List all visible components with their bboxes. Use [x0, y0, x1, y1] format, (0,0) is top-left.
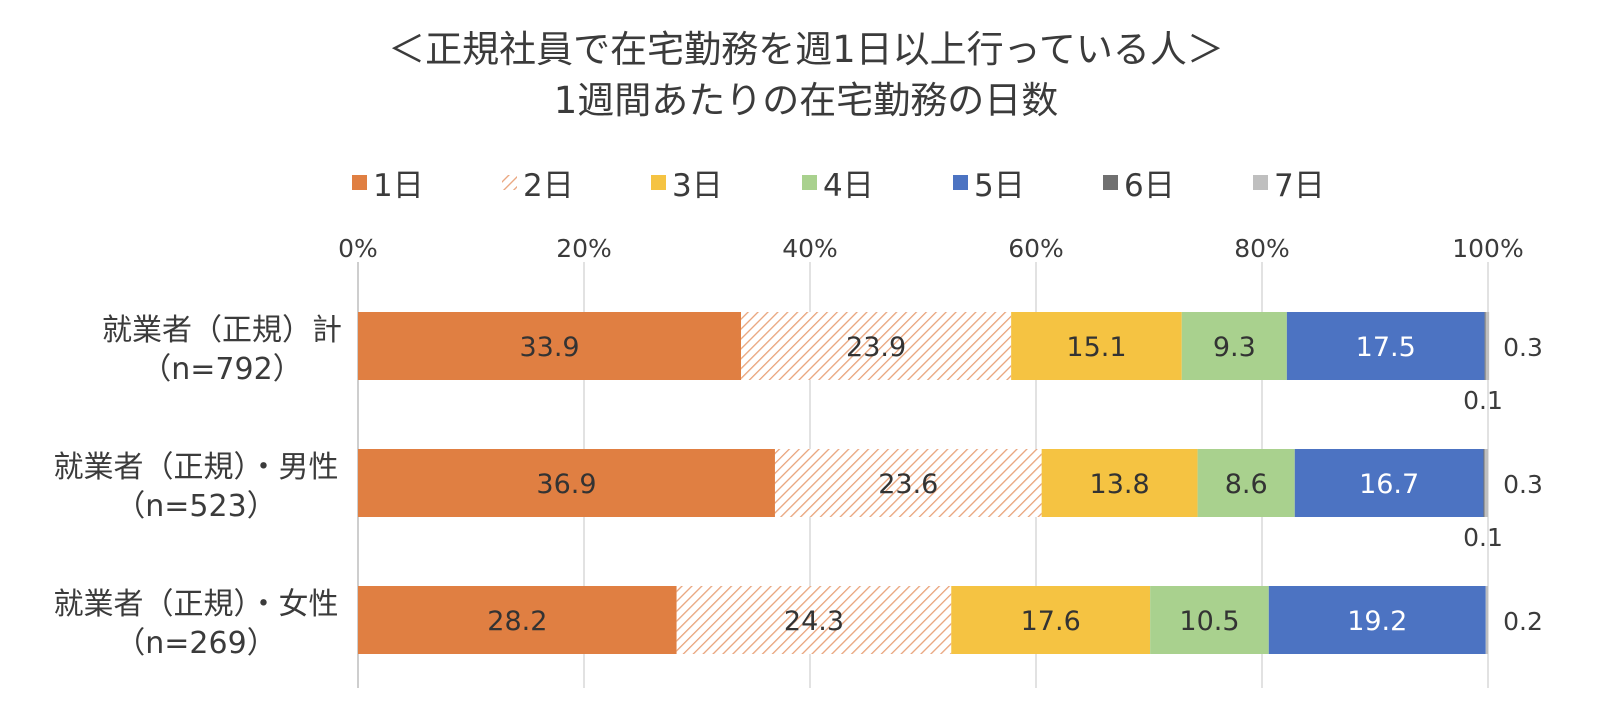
- category-label: 就業者（正規）・男性: [54, 450, 339, 485]
- bars: 33.9 23.9 15.1 9.3 17.5 0.30.136.9 23.6 13.8 8.6…: [358, 312, 1543, 654]
- bar-segment: [951, 586, 1151, 654]
- legend-label: 5日: [974, 168, 1025, 204]
- bar-segment: [1483, 449, 1485, 517]
- legend-label: 7日: [1274, 168, 1325, 204]
- bar-segment: [1197, 449, 1295, 517]
- x-tick-label: 20%: [556, 234, 612, 263]
- category-labels: 就業者（正規）計 （n=792） 就業者（正規）・男性 （n=523） 就業者（正規）・…: [54, 313, 343, 661]
- bar-segment: [1011, 312, 1182, 380]
- data-label: 23.6: [878, 469, 938, 500]
- bar-segment: [676, 586, 952, 654]
- data-label: 19.2: [1347, 606, 1407, 637]
- data-label: 17.6: [1021, 606, 1081, 637]
- data-label: 24.3: [784, 606, 844, 637]
- bar-segment: [741, 312, 1012, 380]
- data-label: 8.6: [1225, 469, 1268, 500]
- legend-swatch: [802, 175, 817, 190]
- data-label: 17.5: [1356, 332, 1416, 363]
- data-label: 33.9: [519, 332, 579, 363]
- chart-title: ＜正規社員で在宅勤務を週1日以上行っている人＞: [388, 28, 1224, 71]
- x-tick-label: 60%: [1008, 234, 1064, 263]
- bar-segment: [1041, 449, 1198, 517]
- bar-segment: [1181, 312, 1287, 380]
- x-tick-label: 0%: [338, 234, 378, 263]
- x-tick-label: 80%: [1234, 234, 1290, 263]
- legend-swatch: [1253, 175, 1268, 190]
- data-label: 28.2: [487, 606, 547, 637]
- bar-segment: [1294, 449, 1484, 517]
- legend-swatch: [953, 175, 968, 190]
- data-label: 16.7: [1359, 469, 1419, 500]
- legend-label: 6日: [1124, 168, 1175, 204]
- bar-segment: [1485, 312, 1490, 380]
- legend-label: 3日: [672, 168, 723, 204]
- category-label: 就業者（正規）計: [102, 313, 342, 348]
- legend-swatch: [651, 175, 666, 190]
- legend-swatch: [352, 175, 367, 190]
- legend-swatch: [502, 175, 517, 190]
- legend-label: 4日: [823, 168, 874, 204]
- bar-segment: [774, 449, 1042, 517]
- bar-segment: [1150, 586, 1269, 654]
- category-n-label: （n=523）: [115, 489, 276, 524]
- legend-swatch: [1103, 175, 1118, 190]
- data-label: 15.1: [1066, 332, 1126, 363]
- data-label-below: 0.1: [1463, 523, 1503, 552]
- bar-segment: [1485, 586, 1488, 654]
- bar-segment: [1268, 586, 1486, 654]
- data-label-below: 0.1: [1463, 386, 1503, 415]
- x-tick-label: 40%: [782, 234, 838, 263]
- bar-segment: [358, 312, 742, 380]
- bar-segment: [1484, 449, 1488, 517]
- legend: 1日 2日 3日 4日 5日 6日 7日: [352, 168, 1325, 204]
- bar-segment: [358, 449, 775, 517]
- data-label-outside: 0.3: [1503, 470, 1543, 499]
- data-label-outside: 0.3: [1503, 333, 1543, 362]
- data-label: 13.8: [1090, 469, 1150, 500]
- bar-segment: [1484, 312, 1486, 380]
- data-label: 9.3: [1213, 332, 1256, 363]
- data-label: 10.5: [1179, 606, 1239, 637]
- chart-subtitle: 1週間あたりの在宅勤務の日数: [554, 79, 1059, 122]
- data-label-outside: 0.2: [1503, 607, 1543, 636]
- data-label: 23.9: [846, 332, 906, 363]
- x-axis-ticks: 0% 20% 40% 60% 80% 100%: [338, 234, 1524, 263]
- bar-segment: [1286, 312, 1485, 380]
- x-tick-label: 100%: [1452, 234, 1523, 263]
- category-n-label: （n=792）: [141, 352, 302, 387]
- category-label: 就業者（正規）・女性: [54, 587, 339, 622]
- bar-segment: [358, 586, 677, 654]
- legend-label: 1日: [373, 168, 424, 204]
- data-label: 36.9: [536, 469, 596, 500]
- legend-label: 2日: [523, 168, 574, 204]
- category-n-label: （n=269）: [115, 626, 276, 661]
